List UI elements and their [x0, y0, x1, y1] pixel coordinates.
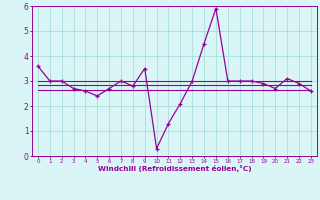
X-axis label: Windchill (Refroidissement éolien,°C): Windchill (Refroidissement éolien,°C)	[98, 165, 251, 172]
